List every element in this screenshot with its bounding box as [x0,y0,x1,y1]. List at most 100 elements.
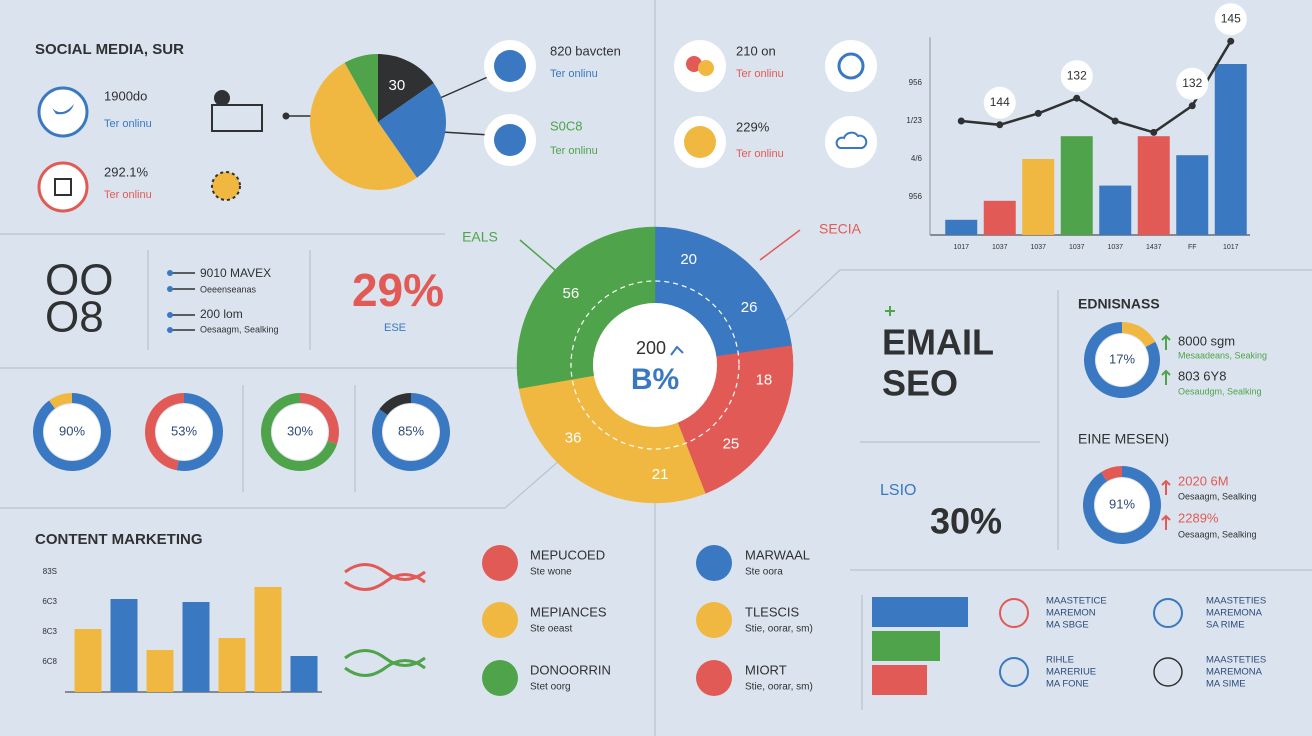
metric-value: 9010 MAVEX [200,266,271,280]
donut-hole [156,404,212,460]
channel-label: Ter onlinu [550,145,598,157]
content-item-value: MEPIANCES [530,604,607,619]
x-tick-label: 1017 [953,244,969,251]
annotation-bubble [1176,67,1209,100]
bar [872,631,940,661]
segment-label: 20 [680,251,697,268]
tactic-line: MAREMON [1046,608,1096,619]
center-label: B% [631,363,679,396]
segment-label: 36 [565,429,582,446]
channel-label: Ter onlinu [736,68,784,80]
donut-rest [144,393,184,471]
email-stat-value: 803 6Y8 [1178,368,1226,383]
annotation-bubble [983,86,1016,119]
donut-arc [1122,322,1156,347]
tactic-line: MAASTETIES [1206,655,1266,666]
bar [290,656,318,692]
line-point [957,117,965,125]
donut-label: 91% [1109,496,1135,511]
email-stat-label: Mesaadeans, Seaking [1178,350,1267,360]
donut-label: 85% [398,423,424,438]
channel-value: 820 bavcten [550,43,621,58]
pie-slice [310,62,417,190]
donut-label: 30% [287,423,313,438]
donut-hole [383,404,439,460]
donut-hole [1096,334,1148,386]
y-tick-label: 6C3 [42,597,57,606]
metric-label: Oeeenseanas [200,284,257,294]
pie-slice [378,54,434,122]
metric-label: Oesaagm, Sealking [200,324,279,334]
content-item-value: MEPUCOED [530,547,605,562]
segment-label: 25 [723,436,740,453]
pie-slice [344,54,378,122]
y-tick-label: 956 [909,192,923,201]
tactic-line: MAASTETIES [1206,596,1266,607]
annotation: 132 [1182,76,1202,90]
donut-hole [44,404,100,460]
content-item-value: TLESCIS [745,604,800,619]
panel-title: EDNISNASS [1078,296,1160,312]
channel-label: Ter onlinu [550,68,598,80]
tactic-line: SA RIME [1206,620,1245,631]
email-stat-label: Oesaagm, Sealking [1178,529,1257,539]
annotation: 145 [1221,11,1241,25]
x-tick-label: 1037 [1107,244,1123,251]
metric-percent-label: ESE [384,322,406,334]
channel-value: 229% [736,119,770,134]
x-tick-label: 1037 [1030,244,1046,251]
annotation-bubble [1214,3,1247,36]
tactic-line: MARERIUE [1046,667,1096,678]
bar [945,219,978,235]
y-tick-label: 4/6 [911,154,923,163]
donut-label: 17% [1109,351,1135,366]
annotation: 144 [990,95,1010,109]
stat-label: Ter onlinu [104,118,152,130]
donut-label: 53% [171,423,197,438]
donut-hole [272,404,328,460]
email-stat-label: Oesaagm, Sealking [1178,491,1257,501]
bar [1099,185,1132,235]
donut-segment [516,226,656,389]
email-stat-value: 8000 sgm [1178,333,1235,348]
bar [1137,136,1170,235]
pie-slice [378,83,447,178]
donut-rest [379,393,411,415]
tactic-line: MA FONE [1046,679,1089,690]
glyph: O8 [45,293,104,342]
bar [1060,136,1093,235]
tag: EALS [462,229,498,245]
center-value: 200 [636,338,666,358]
segment-label: 56 [563,285,580,302]
bar [1214,64,1247,235]
donut-ring [570,280,740,450]
annotation: 132 [1067,68,1087,82]
glyph: OO [45,256,113,305]
tactic-line: MA SBGE [1046,620,1089,631]
content-item-label: Stie, oorar, sm) [745,624,813,635]
y-tick-label: 956 [909,78,923,87]
line [961,40,1232,134]
channel-value: S0C8 [550,118,583,133]
email-stat-value: 2020 6M [1178,473,1229,488]
bar [218,638,246,692]
donut-arc [176,393,223,471]
panel-title: EINE MESEN) [1078,431,1169,447]
bar [182,602,210,692]
y-tick-label: 83S [43,567,57,576]
bar [146,650,174,692]
y-tick-label: 8C3 [42,627,57,636]
content-item-value: MARWAAL [745,547,810,562]
bar [872,665,927,695]
line-point [1188,102,1196,110]
email-stat-value: 2289% [1178,510,1219,525]
line-point [996,121,1004,129]
donut-hole [593,303,717,427]
social-title: SOCIAL MEDIA, SUR [35,41,184,58]
bar [983,200,1016,235]
tag: SECIA [819,221,862,237]
tactic-line: MAREMONA [1206,608,1263,619]
content-item-label: Stet oorg [530,682,571,693]
donut-rest [49,393,72,409]
